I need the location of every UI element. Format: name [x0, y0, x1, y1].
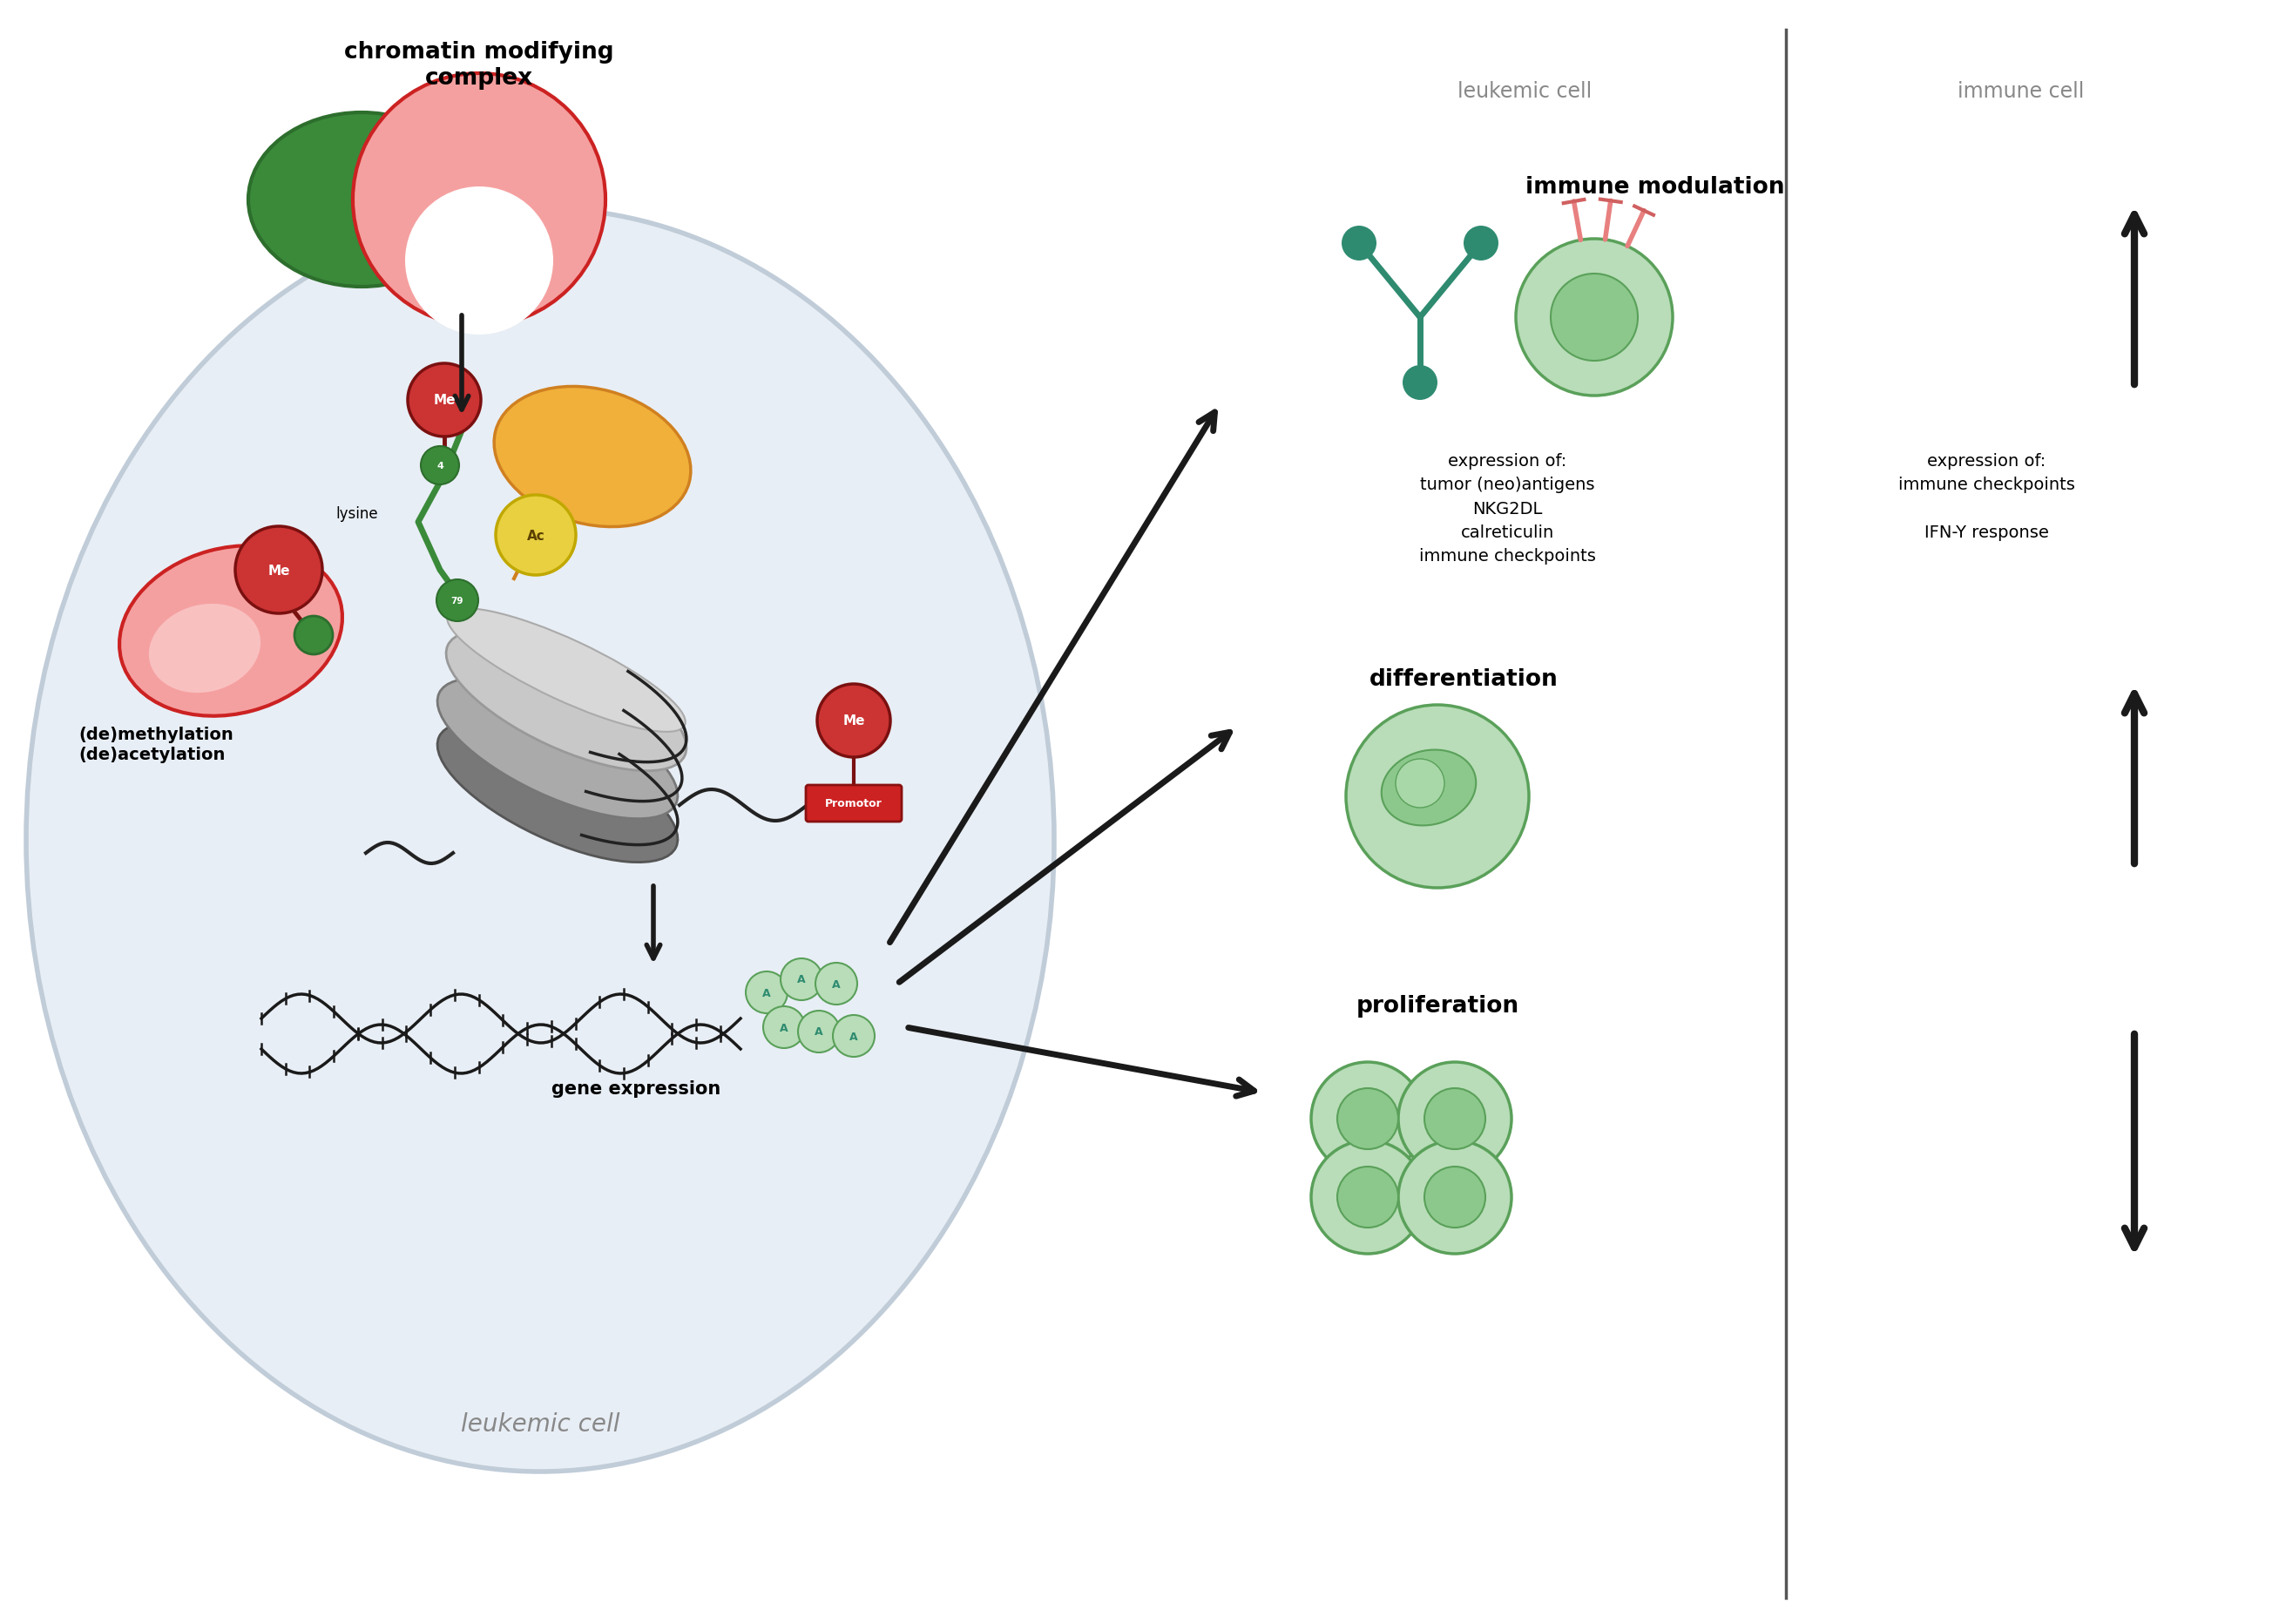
- Ellipse shape: [495, 387, 691, 528]
- Circle shape: [1338, 1166, 1399, 1228]
- Circle shape: [818, 684, 891, 757]
- Text: A: A: [779, 1021, 789, 1033]
- Text: 79: 79: [451, 596, 463, 606]
- Circle shape: [1310, 1062, 1424, 1176]
- Circle shape: [294, 617, 333, 654]
- Text: gene expression: gene expression: [552, 1080, 720, 1098]
- Circle shape: [408, 364, 481, 437]
- Ellipse shape: [447, 609, 686, 732]
- Text: proliferation: proliferation: [1356, 994, 1518, 1017]
- Circle shape: [816, 963, 857, 1005]
- Text: Me: Me: [433, 395, 456, 408]
- Circle shape: [438, 580, 479, 622]
- Ellipse shape: [25, 209, 1055, 1471]
- Text: A: A: [832, 978, 841, 989]
- Text: (de)methylation
(de)acetylation: (de)methylation (de)acetylation: [77, 726, 232, 763]
- FancyBboxPatch shape: [807, 786, 902, 822]
- Text: Ac: Ac: [526, 529, 545, 542]
- Circle shape: [353, 75, 606, 326]
- Circle shape: [1516, 239, 1673, 396]
- Ellipse shape: [248, 114, 474, 287]
- Circle shape: [798, 1012, 841, 1052]
- Text: immune modulation: immune modulation: [1525, 175, 1784, 198]
- Ellipse shape: [119, 546, 342, 716]
- Circle shape: [832, 1015, 875, 1057]
- Text: Promotor: Promotor: [825, 797, 882, 809]
- Circle shape: [1424, 1088, 1486, 1150]
- Circle shape: [763, 1007, 804, 1049]
- Text: A: A: [763, 987, 770, 999]
- Ellipse shape: [447, 630, 686, 771]
- Circle shape: [497, 495, 577, 575]
- Text: leukemic cell: leukemic cell: [460, 1411, 620, 1436]
- Circle shape: [1338, 1088, 1399, 1150]
- Text: leukemic cell: leukemic cell: [1456, 81, 1591, 102]
- Text: Me: Me: [843, 715, 864, 728]
- Circle shape: [745, 971, 789, 1013]
- Text: Me: Me: [267, 564, 289, 577]
- Text: differentiation: differentiation: [1370, 667, 1559, 690]
- Text: expression of:
immune checkpoints

IFN-Y response: expression of: immune checkpoints IFN-Y …: [1898, 453, 2074, 541]
- Circle shape: [1463, 226, 1497, 261]
- Circle shape: [1395, 760, 1445, 809]
- Circle shape: [1310, 1140, 1424, 1254]
- Ellipse shape: [438, 723, 677, 862]
- Text: A: A: [814, 1026, 823, 1038]
- Circle shape: [782, 958, 823, 1000]
- Ellipse shape: [531, 440, 629, 516]
- Text: lysine: lysine: [335, 507, 378, 521]
- Circle shape: [1402, 365, 1438, 401]
- Text: immune cell: immune cell: [1958, 81, 2085, 102]
- Text: 4: 4: [438, 461, 444, 471]
- Text: chromatin modifying
complex: chromatin modifying complex: [344, 41, 613, 89]
- Circle shape: [1342, 226, 1377, 261]
- Circle shape: [1347, 705, 1529, 888]
- Text: expression of:
tumor (neo)antigens
NKG2DL
calreticulin
immune checkpoints: expression of: tumor (neo)antigens NKG2D…: [1420, 453, 1595, 564]
- Text: A: A: [850, 1031, 857, 1043]
- Ellipse shape: [438, 679, 677, 818]
- Circle shape: [406, 187, 554, 335]
- Circle shape: [235, 526, 321, 614]
- Circle shape: [1399, 1062, 1511, 1176]
- Text: A: A: [798, 974, 807, 986]
- Circle shape: [1550, 274, 1639, 362]
- Ellipse shape: [1381, 750, 1477, 827]
- Circle shape: [1424, 1166, 1486, 1228]
- Circle shape: [422, 447, 458, 486]
- Ellipse shape: [148, 604, 260, 693]
- Circle shape: [1399, 1140, 1511, 1254]
